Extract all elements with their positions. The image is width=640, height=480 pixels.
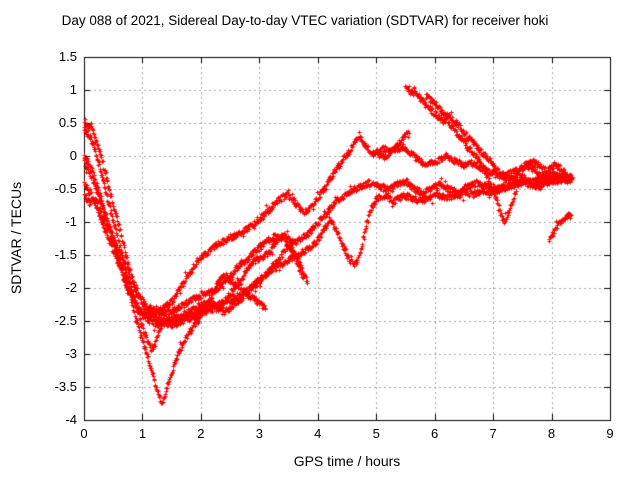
y-tick-label: -4 [65, 412, 77, 427]
y-tick-label: 0.5 [58, 115, 77, 130]
y-tick-label: -3.5 [54, 379, 77, 394]
y-tick-label: 1.5 [58, 49, 77, 64]
x-tick-label: 6 [431, 426, 439, 441]
x-tick-label: 1 [138, 426, 147, 441]
x-tick-label: 2 [197, 426, 205, 441]
chart-title: Day 088 of 2021, Sidereal Day-to-day VTE… [61, 13, 549, 28]
x-tick-label: 9 [606, 426, 614, 441]
y-tick-label: -1.5 [54, 247, 77, 262]
x-tick-label: 0 [80, 426, 88, 441]
y-tick-label: -2 [65, 280, 77, 295]
y-axis-label: SDTVAR / TECUs [8, 181, 24, 295]
x-axis-label: GPS time / hours [293, 453, 401, 469]
y-tick-label: -0.5 [54, 181, 77, 196]
x-tick-label: 3 [255, 426, 263, 441]
y-tick-label: -1 [65, 214, 77, 229]
y-tick-label: -2.5 [54, 313, 77, 328]
x-tick-label: 5 [372, 426, 380, 441]
y-tick-label: 1 [69, 82, 77, 97]
x-tick-label: 7 [489, 426, 497, 441]
y-tick-label: 0 [69, 148, 77, 163]
x-tick-label: 4 [314, 426, 322, 441]
x-tick-label: 8 [547, 426, 556, 441]
y-tick-label: -3 [65, 346, 77, 361]
